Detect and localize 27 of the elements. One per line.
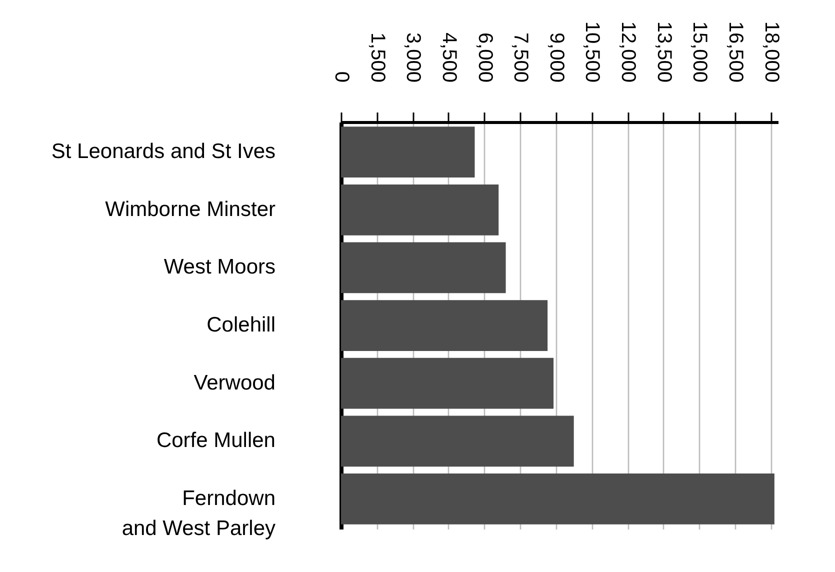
y-tick-label: St Leonards and St Ives [51,140,276,164]
y-tick-label: West Moors [164,256,276,279]
y-tick-label: Verwood [194,371,276,394]
x-tick-label: 4,500 [438,32,460,82]
x-tick-label: 9,000 [545,32,568,82]
x-tick-label: 1,500 [366,32,388,82]
x-tick-label: 13,500 [652,21,675,82]
bar [341,242,506,294]
y-tick-label: Wimborne Minster [105,198,276,221]
x-tick-label: 18,000 [760,21,782,82]
y-tick-label: Corfe Mullen [156,429,276,452]
bar [341,474,774,524]
x-tick-label: 3,000 [402,32,424,82]
bar [341,126,475,178]
bar [341,300,548,351]
x-tick-label: 6,000 [474,32,496,82]
x-tick-label: 0 [330,71,352,82]
x-tick-label: 16,500 [724,21,747,82]
bar [341,358,554,409]
bar [341,184,499,236]
bar [341,416,574,467]
x-tick-label: 12,000 [617,21,640,82]
x-tick-label: 7,500 [510,32,532,82]
y-tick-label: Ferndown and West Parley [122,486,276,540]
y-tick-label: Colehill [206,314,276,336]
x-tick-label: 10,500 [581,21,604,82]
x-tick-label: 15,000 [688,21,711,82]
